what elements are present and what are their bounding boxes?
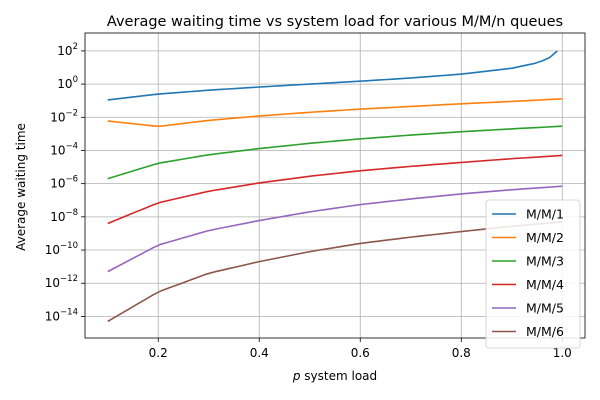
y-tick-label: 10−2: [50, 108, 78, 124]
series-line-m-m-4: [107, 154, 563, 225]
y-tick-label: 10−14: [45, 307, 78, 323]
x-tick-label: 0.4: [250, 346, 269, 360]
y-axis-label: Average waiting time: [14, 123, 28, 251]
series-line-m-m-2: [107, 98, 563, 127]
series-layer: [107, 50, 563, 323]
legend-entry: M/M/5: [526, 301, 564, 316]
legend-entry: M/M/4: [526, 277, 564, 292]
legend: M/M/1 M/M/2 M/M/3 M/M/4 M/M/5 M/M/6: [485, 199, 581, 349]
x-axis-label: p system load: [292, 369, 377, 383]
y-tick-label: 100: [57, 75, 78, 91]
y-tick-label: 10−10: [45, 241, 78, 257]
series-line-m-m-3: [107, 125, 563, 180]
y-tick-label: 102: [57, 42, 78, 58]
x-axis-label-symbol: p: [292, 369, 301, 383]
x-axis-ticks: 0.2 0.4 0.6 0.8 1.0: [149, 338, 572, 360]
y-tick-label: 10−8: [50, 208, 78, 224]
plot-frame: [84, 32, 586, 339]
legend-entry: M/M/6: [526, 324, 564, 339]
chart-title: Average waiting time vs system load for …: [107, 14, 563, 30]
series-line-m-m-1: [107, 50, 558, 101]
series-line-m-m-5: [107, 185, 563, 273]
y-axis-ticks: 102 100 10−2 10−4 10−6 10−8 10−10 10−12 10−14: [45, 42, 85, 323]
x-tick-label: 0.2: [149, 346, 168, 360]
x-tick-label: 0.8: [452, 346, 471, 360]
y-tick-label: 10−12: [45, 274, 78, 290]
legend-entry: M/M/3: [526, 254, 564, 269]
legend-entry: M/M/1: [526, 207, 564, 222]
y-tick-label: 10−4: [50, 141, 78, 157]
y-tick-label: 10−6: [50, 175, 78, 191]
x-tick-label: 1.0: [553, 346, 572, 360]
legend-entry: M/M/2: [526, 230, 564, 245]
x-tick-label: 0.6: [351, 346, 370, 360]
x-axis-label-text: system load: [300, 369, 377, 383]
